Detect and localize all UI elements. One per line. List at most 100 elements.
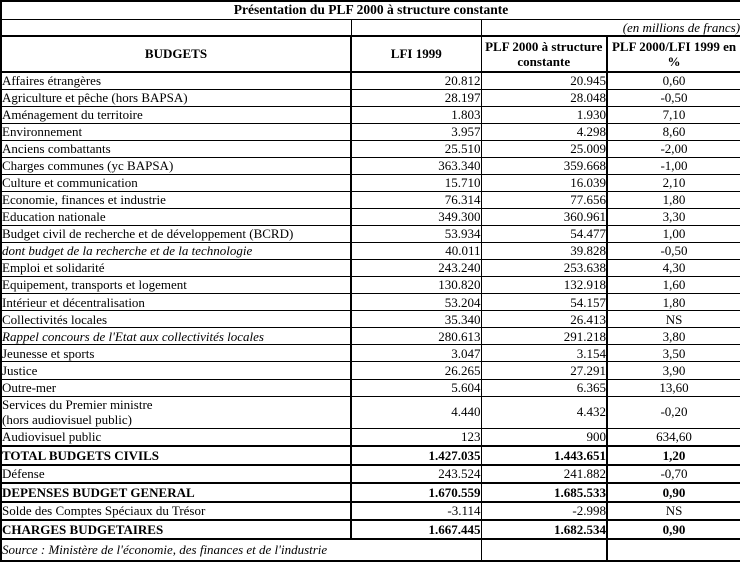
budget-label-cell: dont budget de la recherche et de la tec… bbox=[1, 242, 351, 261]
lfi-1999-value-cell: 280.613 bbox=[350, 327, 481, 346]
percent-change-cell: NS bbox=[605, 310, 740, 329]
budget-label-cell: Affaires étrangères bbox=[1, 72, 351, 91]
budget-label-cell: Budget civil de recherche et de développ… bbox=[1, 225, 351, 244]
plf-2000-value-cell: 16.039 bbox=[480, 174, 607, 193]
lfi-1999-value-cell: 3.047 bbox=[350, 344, 481, 363]
table-head: Présentation du PLF 2000 à structure con… bbox=[1, 1, 740, 74]
lfi-1999-value-cell: 53.934 bbox=[350, 225, 481, 244]
table-row: Anciens combattants 25.510 25.009 -2,00 bbox=[1, 140, 740, 159]
lfi-1999-value-cell: 15.710 bbox=[350, 174, 481, 193]
budget-label-cell: Aménagement du territoire bbox=[1, 106, 351, 125]
table-row: Emploi et solidarité 243.240 253.638 4,30 bbox=[1, 259, 740, 278]
plf-2000-value-cell: 54.477 bbox=[480, 225, 607, 244]
plf-2000-value-cell: 291.218 bbox=[480, 327, 607, 346]
percent-change-cell: NS bbox=[605, 502, 740, 521]
column-header-lfi-1999: LFI 1999 bbox=[350, 35, 481, 74]
plf-2000-value-cell: 1.685.533 bbox=[480, 482, 607, 504]
table-row: Economie, finances et industrie 76.314 77.… bbox=[1, 191, 740, 210]
percent-change-cell: -0,50 bbox=[605, 89, 740, 108]
lfi-1999-value-cell: 26.265 bbox=[350, 361, 481, 380]
percent-change-cell: 4,30 bbox=[605, 259, 740, 278]
plf-2000-value-cell: 1.930 bbox=[480, 106, 607, 125]
percent-change-cell: 634,60 bbox=[605, 428, 740, 447]
table-row: Charges communes (yc BAPSA) 363.340 359.66… bbox=[1, 157, 740, 176]
percent-change-cell: 1,20 bbox=[605, 445, 740, 467]
lfi-1999-value-cell: 123 bbox=[350, 428, 481, 447]
table-row: Intérieur et décentralisation 53.204 54.15… bbox=[1, 293, 740, 312]
lfi-1999-value-cell: -3.114 bbox=[350, 502, 481, 521]
percent-change-cell: 8,60 bbox=[605, 123, 740, 142]
lfi-1999-value-cell: 28.197 bbox=[350, 89, 481, 108]
plf-2000-value-cell: 359.668 bbox=[480, 157, 607, 176]
budget-label-cell: Culture et communication bbox=[1, 174, 351, 193]
budget-label-cell: Environnement bbox=[1, 123, 351, 142]
unit-note-row: (en millions de francs) bbox=[1, 19, 740, 37]
source-note: Source : Ministère de l'économie, des fi… bbox=[2, 542, 328, 558]
table-row: Culture et communication 15.710 16.039 2,10 bbox=[1, 174, 740, 193]
table-row: Audiovisuel public 123 900 634,60 bbox=[1, 428, 740, 447]
percent-change-cell: 1,00 bbox=[605, 225, 740, 244]
table-row: Agriculture et pêche (hors BAPSA) 28.197 2… bbox=[1, 89, 740, 108]
table-row: Budget civil de recherche et de développ… bbox=[1, 225, 740, 244]
budget-label-cell: DEPENSES BUDGET GENERAL bbox=[1, 482, 351, 504]
table-row: Environnement 3.957 4.298 8,60 bbox=[1, 123, 740, 142]
plf-2000-value-cell: 27.291 bbox=[480, 361, 607, 380]
percent-change-cell: 7,10 bbox=[605, 106, 740, 125]
budget-label-cell: Justice bbox=[1, 361, 351, 380]
percent-change-cell: 3,50 bbox=[605, 344, 740, 363]
lfi-1999-value-cell: 243.524 bbox=[350, 465, 481, 484]
unit-row-empty-cell-2 bbox=[350, 19, 481, 37]
budget-label-cell: Services du Premier ministre (hors audio… bbox=[1, 396, 351, 430]
column-header-row: BUDGETS LFI 1999 PLF 2000 à structure co… bbox=[1, 35, 740, 74]
lfi-1999-value-cell: 53.204 bbox=[350, 293, 481, 312]
table-row: TOTAL BUDGETS CIVILS 1.427.035 1.443.651 1,… bbox=[1, 445, 740, 467]
budget-label-cell: Audiovisuel public bbox=[1, 428, 351, 447]
lfi-1999-value-cell: 1.427.035 bbox=[350, 445, 481, 467]
budget-label-cell: Jeunesse et sports bbox=[1, 344, 351, 363]
budget-label-cell: Défense bbox=[1, 465, 351, 484]
plf-2000-value-cell: 132.918 bbox=[480, 276, 607, 295]
plf-2000-value-cell: 3.154 bbox=[480, 344, 607, 363]
budget-label-cell: Equipement, transports et logement bbox=[1, 276, 351, 295]
plf-2000-value-cell: 241.882 bbox=[480, 465, 607, 484]
percent-change-cell: 13,60 bbox=[605, 379, 740, 397]
source-row-empty-cell-2 bbox=[605, 539, 740, 561]
table-row: DEPENSES BUDGET GENERAL 1.670.559 1.685.53… bbox=[1, 482, 740, 504]
source-row-empty-cell-1 bbox=[480, 539, 607, 561]
table-row: Equipement, transports et logement 130.82… bbox=[1, 276, 740, 295]
budget-label-cell: Agriculture et pêche (hors BAPSA) bbox=[1, 89, 351, 108]
percent-change-cell: 3,90 bbox=[605, 361, 740, 380]
budget-label-cell: Solde des Comptes Spéciaux du Trésor bbox=[1, 502, 351, 521]
source-row: Source : Ministère de l'économie, des fi… bbox=[1, 539, 740, 561]
budget-label-cell: Collectivités locales bbox=[1, 310, 351, 329]
lfi-1999-value-cell: 3.957 bbox=[350, 123, 481, 142]
lfi-1999-value-cell: 243.240 bbox=[350, 259, 481, 278]
plf-2000-value-cell: 360.961 bbox=[480, 208, 607, 227]
plf-2000-value-cell: 39.828 bbox=[480, 242, 607, 261]
budget-label-cell: Anciens combattants bbox=[1, 140, 351, 159]
table-row: Justice 26.265 27.291 3,90 bbox=[1, 361, 740, 380]
percent-change-cell: 3,80 bbox=[605, 327, 740, 346]
column-header-budgets: BUDGETS bbox=[1, 35, 351, 74]
percent-change-cell: -0,70 bbox=[605, 465, 740, 484]
table-row: Rappel concours de l'Etat aux collectivi… bbox=[1, 327, 740, 346]
lfi-1999-value-cell: 5.604 bbox=[350, 379, 481, 397]
plf-2000-value-cell: 6.365 bbox=[480, 379, 607, 397]
table-row: Outre-mer 5.604 6.365 13,60 bbox=[1, 379, 740, 397]
lfi-1999-value-cell: 363.340 bbox=[350, 157, 481, 176]
percent-change-cell: 3,30 bbox=[605, 208, 740, 227]
percent-change-cell: -1,00 bbox=[605, 157, 740, 176]
table-row: Aménagement du territoire 1.803 1.930 7,10 bbox=[1, 106, 740, 125]
table-row: Education nationale 349.300 360.961 3,30 bbox=[1, 208, 740, 227]
budget-label-cell: Economie, finances et industrie bbox=[1, 191, 351, 210]
plf-2000-value-cell: 25.009 bbox=[480, 140, 607, 159]
column-header-ratio-percent: PLF 2000/LFI 1999 en % bbox=[605, 35, 740, 74]
lfi-1999-value-cell: 40.011 bbox=[350, 242, 481, 261]
percent-change-cell: -2,00 bbox=[605, 140, 740, 159]
table-row: Défense 243.524 241.882 -0,70 bbox=[1, 465, 740, 484]
budget-label-cell: Education nationale bbox=[1, 208, 351, 227]
lfi-1999-value-cell: 130.820 bbox=[350, 276, 481, 295]
table-row: Affaires étrangères 20.812 20.945 0,60 bbox=[1, 72, 740, 91]
table-row: Services du Premier ministre (hors audio… bbox=[1, 396, 740, 430]
